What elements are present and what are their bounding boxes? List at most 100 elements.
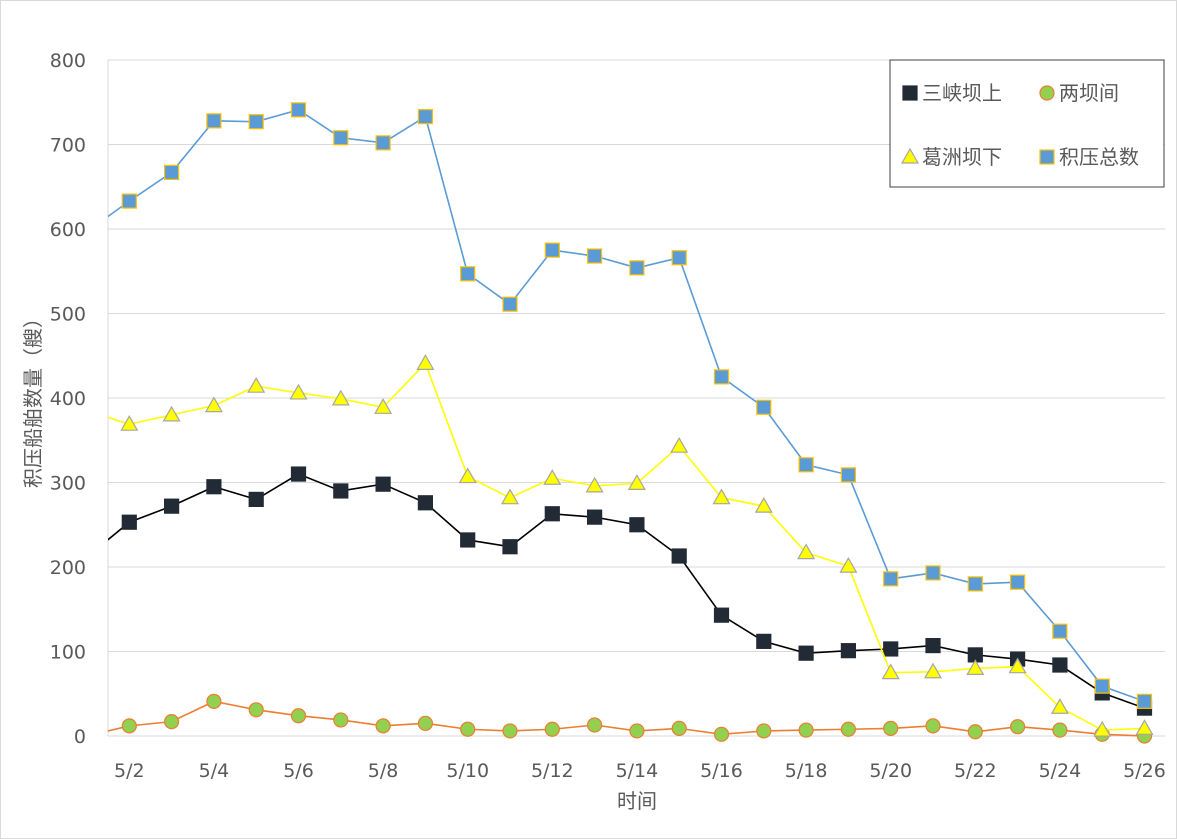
data-point [544,721,560,737]
data-point [883,720,899,736]
data-point [164,164,180,180]
data-point [247,376,266,393]
data-point [248,702,264,718]
x-tick-label: 5/2 [114,760,145,782]
legend-label: 积压总数 [1059,145,1139,169]
y-tick-label: 400 [50,388,86,410]
data-point [925,718,941,734]
data-point [289,383,308,400]
y-axis-title: 积压船舶数量（艘） [21,308,45,488]
data-point [1039,85,1055,101]
x-tick-label: 5/22 [954,760,997,782]
data-point [120,414,139,431]
data-point [206,113,222,129]
data-point [1093,720,1112,737]
data-point [417,495,433,511]
data-point [248,114,264,130]
data-point [1009,574,1026,590]
data-point [1094,678,1110,694]
data-point [500,488,520,505]
series-line [108,108,1145,703]
data-point [713,726,730,742]
x-tick-label: 5/26 [1123,760,1166,782]
data-point [164,498,180,514]
data-point [460,532,476,548]
data-point [798,722,814,738]
data-point [1052,722,1068,738]
x-tick-label: 5/4 [199,760,230,782]
data-point [460,266,476,282]
data-point [204,396,223,413]
data-point [883,571,899,587]
data-point [756,723,772,739]
y-tick-label: 700 [50,135,86,157]
data-point [713,369,730,385]
data-point [586,248,603,264]
data-point [671,720,687,736]
data-point [1052,657,1068,673]
data-point [840,721,857,737]
data-point [1009,719,1026,735]
data-point [248,491,264,507]
data-point [543,469,562,485]
data-point [585,476,604,493]
data-point [900,147,920,164]
data-point [839,556,858,573]
series-1 [108,693,1153,744]
y-tick-label: 100 [50,642,86,664]
data-point [331,389,350,406]
x-tick-label: 5/10 [446,760,489,782]
data-point [670,436,689,453]
data-point [290,466,307,482]
series-2 [108,354,1154,737]
data-point [460,721,476,737]
data-point [798,645,814,661]
data-point [162,405,181,422]
data-point [1052,623,1068,639]
data-point [1050,698,1069,714]
data-point [375,135,391,151]
data-point [967,576,983,592]
data-point [375,476,391,492]
data-point [713,607,730,623]
data-point [629,723,645,739]
data-point [627,474,646,490]
data-point [1008,657,1027,674]
data-point [544,242,560,258]
data-point [417,109,433,125]
data-point [416,354,435,370]
y-tick-label: 600 [50,219,86,241]
data-point [502,296,518,312]
data-point [966,659,985,676]
series-line [108,361,1145,731]
data-point [629,260,645,276]
legend-label: 两坝间 [1059,81,1119,105]
data-point [121,193,137,209]
data-point [671,250,687,266]
data-point [544,506,560,522]
data-point [671,548,687,564]
data-point [840,467,857,483]
legend-item: 两坝间 [1039,81,1119,105]
data-point [586,509,603,525]
data-point [458,467,477,484]
data-point [374,398,393,414]
data-point [840,643,857,659]
data-point [925,565,941,581]
data-point [121,718,137,734]
y-tick-label: 800 [50,50,86,72]
y-tick-label: 200 [50,557,86,579]
data-point [756,633,772,649]
data-point [164,714,180,730]
series-line [108,473,1145,709]
data-point [502,723,518,739]
data-point [290,102,307,118]
data-point [925,637,941,654]
x-tick-label: 5/24 [1039,760,1082,782]
x-tick-label: 5/20 [869,760,912,782]
legend-item: 积压总数 [1039,145,1139,169]
data-point [417,715,433,731]
series-0 [108,466,1153,716]
series-line [108,700,1145,737]
